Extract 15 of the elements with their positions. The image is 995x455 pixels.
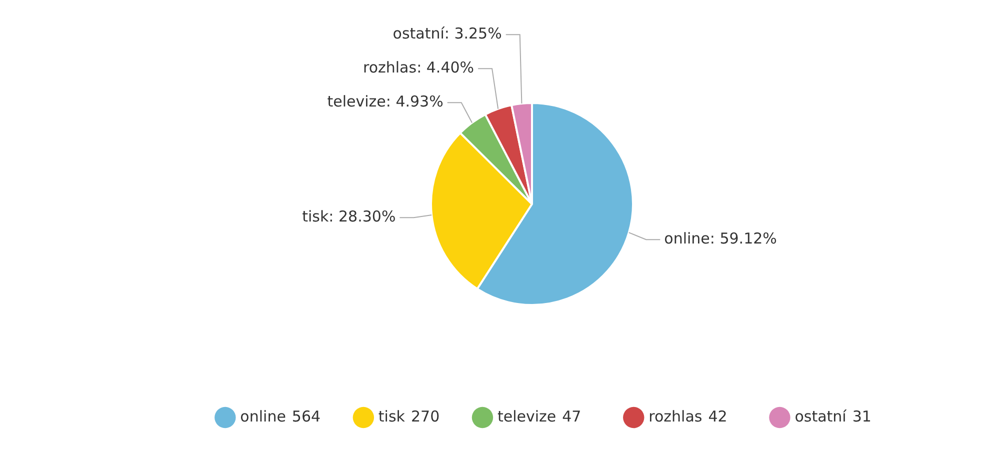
legend-label: online bbox=[240, 407, 286, 426]
text: 270 bbox=[410, 407, 440, 426]
legend-label: ostatní bbox=[794, 407, 848, 426]
text: 47 bbox=[562, 407, 582, 426]
category-label: ostatní: 3.25% bbox=[392, 24, 502, 42]
text: 31 bbox=[852, 407, 872, 426]
legend-label: rozhlas bbox=[648, 407, 702, 426]
legend-label: tisk bbox=[378, 407, 406, 426]
legend-label: televize bbox=[497, 407, 556, 426]
category-label: online: 59.12% bbox=[664, 230, 777, 248]
text: 42 bbox=[708, 407, 728, 426]
category-label: televize: 4.93% bbox=[327, 92, 444, 110]
text: 564 bbox=[292, 407, 321, 426]
category-label: tisk: 28.30% bbox=[302, 208, 396, 226]
category-label: rozhlas: 4.40% bbox=[362, 58, 474, 76]
